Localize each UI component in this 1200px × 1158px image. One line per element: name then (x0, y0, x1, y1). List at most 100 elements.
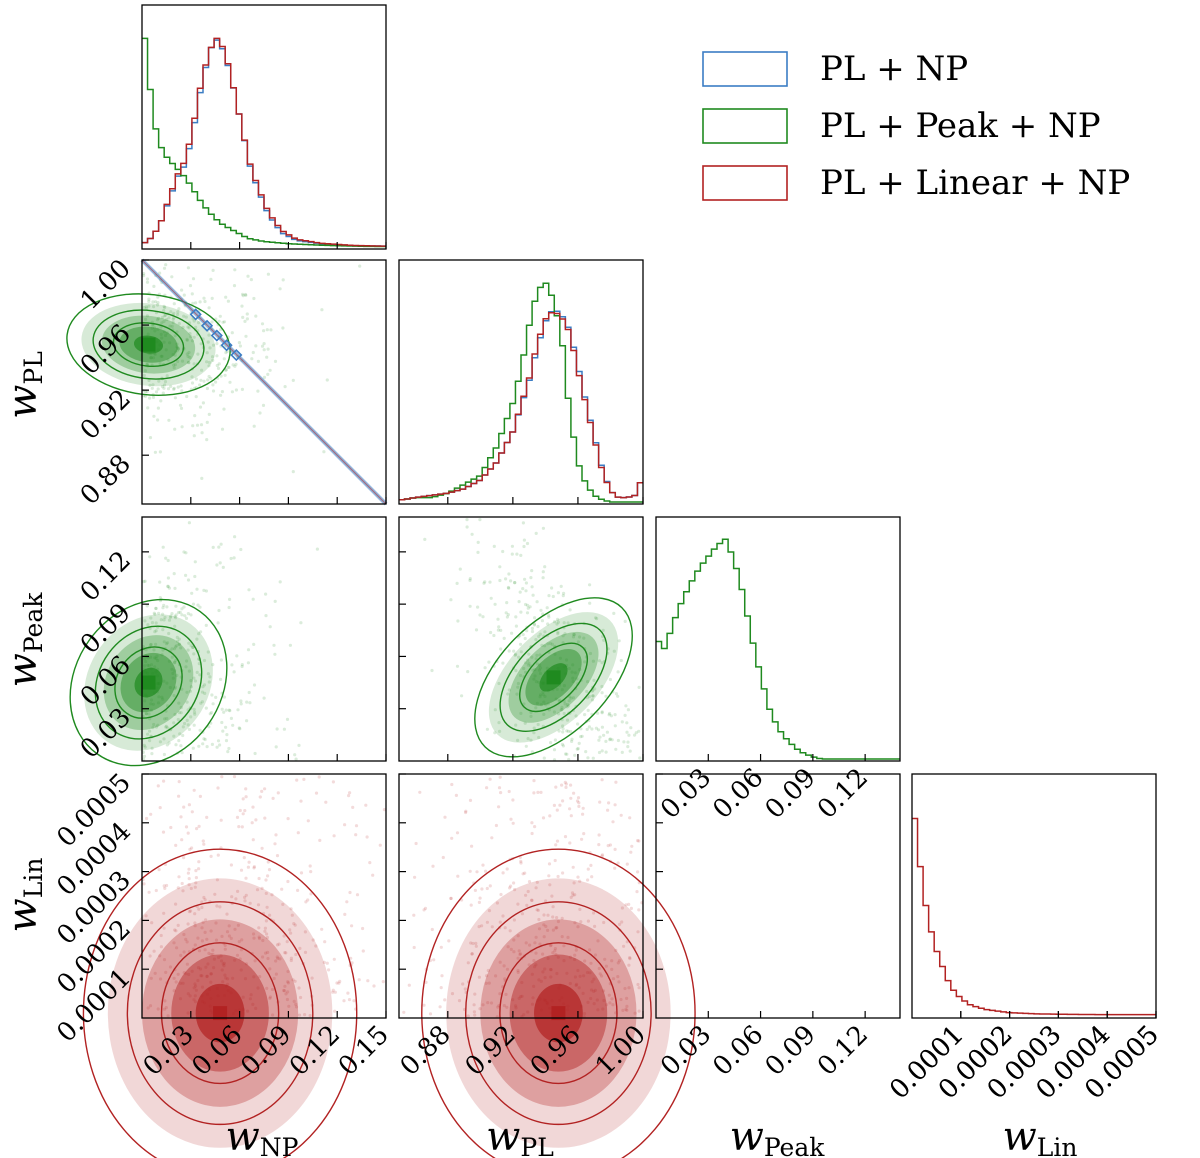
scatter-point (232, 670, 236, 674)
scatter-point (163, 717, 167, 721)
scatter-point (207, 725, 211, 729)
scatter-point (534, 951, 538, 955)
scatter-point (189, 679, 193, 683)
scatter-point (202, 588, 206, 593)
scatter-point (167, 316, 171, 320)
scatter-point (371, 873, 375, 877)
scatter-point (144, 914, 148, 918)
scatter-point (160, 653, 164, 657)
scatter-point (180, 389, 184, 393)
scatter-point (281, 278, 285, 282)
scatter-point (209, 277, 213, 281)
scatter-point (195, 587, 199, 591)
scatter-point (531, 593, 535, 597)
scatter-point (246, 1009, 250, 1013)
scatter-point (219, 658, 223, 662)
scatter-point (572, 791, 576, 795)
scatter-point (535, 701, 540, 705)
scatter-point (190, 375, 194, 379)
scatter-point (577, 804, 581, 809)
scatter-point (164, 1006, 168, 1010)
scatter-point (571, 635, 576, 639)
scatter-point (270, 987, 275, 992)
scatter-point (561, 871, 565, 875)
scatter-point (424, 980, 428, 985)
scatter-point (430, 668, 434, 673)
scatter-point (530, 629, 535, 634)
scatter-point (498, 729, 502, 734)
scatter-point (616, 961, 620, 965)
scatter-point (210, 296, 214, 300)
scatter-point (592, 678, 596, 683)
scatter-point (555, 687, 559, 691)
scatter-point (171, 671, 175, 676)
scatter-point (152, 949, 156, 953)
scatter-point (217, 362, 221, 366)
scatter-point (568, 695, 572, 699)
scatter-point (600, 853, 605, 857)
scatter-point (216, 739, 221, 743)
scatter-point (318, 838, 322, 843)
scatter-point (535, 662, 540, 666)
scatter-point (204, 918, 208, 922)
scatter-point (210, 693, 214, 697)
scatter-point (450, 836, 454, 840)
scatter-point (553, 652, 557, 656)
scatter-point (154, 606, 158, 611)
scatter-point (315, 547, 319, 551)
scatter-point (606, 808, 610, 812)
scatter-point (176, 639, 180, 643)
scatter-point (165, 743, 169, 747)
scatter-point (530, 585, 534, 589)
scatter-point (600, 749, 604, 753)
scatter-point (456, 874, 460, 878)
scatter-point (189, 715, 193, 719)
scatter-point (177, 307, 181, 311)
scatter-point (468, 577, 472, 581)
scatter-point (311, 938, 315, 942)
scatter-point (586, 1000, 590, 1005)
scatter-point (532, 791, 536, 795)
scatter-point (195, 670, 199, 675)
scatter-point (174, 980, 178, 984)
scatter-point (142, 580, 146, 584)
scatter-point (561, 727, 565, 731)
scatter-point (154, 390, 159, 394)
scatter-point (171, 353, 175, 357)
scatter-point (517, 949, 521, 953)
scatter-point (165, 716, 169, 721)
scatter-point (173, 363, 177, 367)
scatter-point (590, 980, 594, 984)
scatter-point (595, 617, 599, 621)
scatter-point (198, 383, 202, 387)
scatter-point (485, 920, 489, 924)
scatter-point (541, 576, 545, 580)
scatter-point (258, 975, 262, 979)
scatter-point (507, 688, 511, 692)
scatter-point (214, 380, 218, 384)
scatter-point (187, 521, 191, 525)
scatter-point (494, 974, 498, 978)
x-tick-label: 0.03 (655, 763, 717, 825)
scatter-point (568, 981, 572, 986)
scatter-point (577, 986, 581, 990)
scatter-point (571, 679, 575, 684)
scatter-point (166, 1014, 170, 1018)
scatter-point (228, 709, 232, 713)
contour-line (519, 642, 588, 713)
scatter-point (637, 908, 641, 912)
scatter-point (220, 968, 224, 972)
scatter-point (535, 908, 539, 912)
scatter-point (154, 629, 158, 633)
scatter-point (180, 613, 184, 617)
scatter-point (193, 679, 197, 683)
scatter-point (174, 350, 178, 354)
scatter-point (191, 602, 196, 606)
scatter-point (534, 935, 538, 939)
scatter-point (172, 386, 176, 390)
scatter-point (175, 644, 179, 648)
scatter-point (553, 858, 557, 863)
scatter-point (293, 923, 297, 927)
scatter-point (431, 864, 435, 868)
scatter-point (543, 694, 547, 699)
